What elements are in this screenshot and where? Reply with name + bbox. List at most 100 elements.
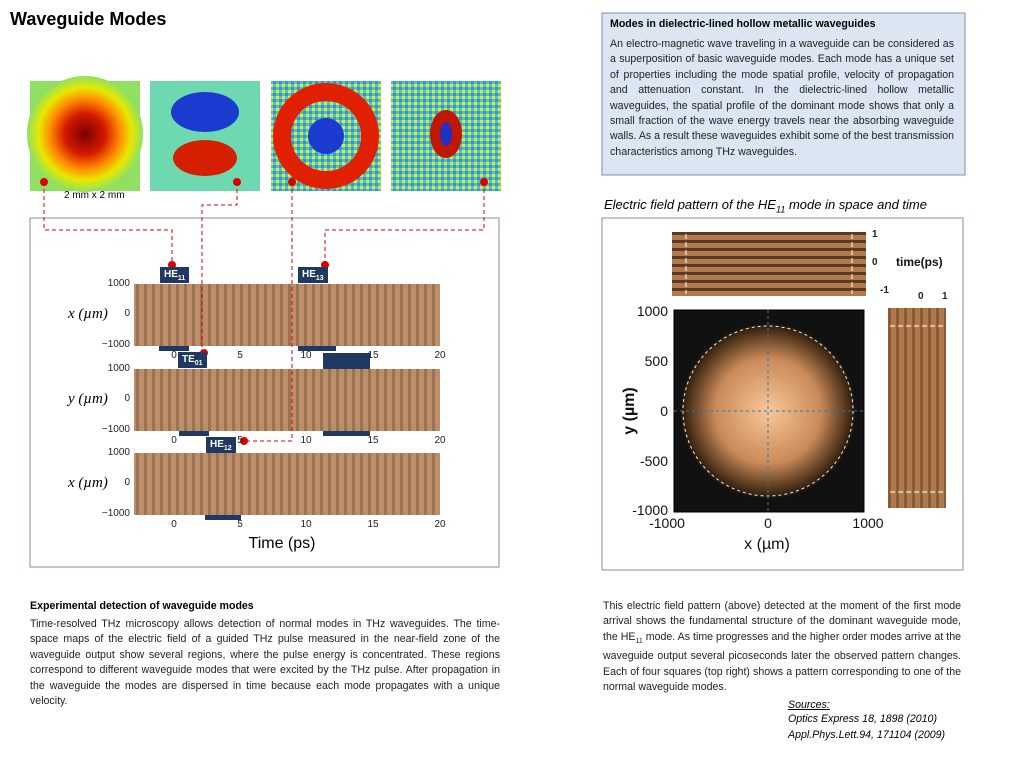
x-tick-label: 20 [434,350,446,361]
connector [43,182,173,265]
mode-bar [179,431,209,436]
time-space-map [134,284,440,346]
x-tick-label: 5 [237,435,243,446]
x-tick-label: 1000 [852,515,884,531]
time-space-map [134,453,440,515]
y-tick-label: 0 [660,403,668,419]
time-space-map [134,369,440,431]
text-part: mode. As time progresses and the higher … [603,630,962,694]
mode-base: HE [210,439,224,450]
y-tick-label: 500 [644,353,668,369]
time-tick-label: -1 [880,285,889,296]
mode-label: HE11 [160,267,190,283]
info-heading: Modes in dielectric-lined hollow metalli… [610,18,876,30]
y-tick-label: −1000 [101,508,130,519]
mode-base: TE [182,354,195,365]
x-tick-label: 0 [171,519,177,530]
y-tick-label: -500 [639,453,668,469]
source: Appl.Phys.Lett.94, 171104 (2009) [788,729,946,741]
mode-base: HE [164,269,178,280]
mode-bar [323,353,370,369]
scale-label: 2 mm x 2 mm [64,190,125,201]
y-tick-label: -1000 [632,502,668,518]
x-tick-label: 5 [237,519,243,530]
time-label: time(ps) [896,255,943,269]
x-tick-label: 0 [171,350,177,361]
dot [40,178,48,186]
sources-heading: Sources: [788,699,830,711]
text-part: This electric field pattern (above) dete… [603,600,961,643]
info-box [601,12,966,176]
x-tick-label: 10 [300,519,312,530]
caption-part: mode in space and time [785,197,927,212]
y-tick-label: 0 [124,308,130,319]
x-axis-label: x (µm) [744,536,790,553]
axis-label: x (µm) [68,475,108,491]
mode-sub: 13 [315,275,324,282]
y-tick-label: 0 [124,477,130,488]
mode-bar [159,346,189,351]
x-tick-label: 0 [764,515,772,531]
x-tick-label: 20 [434,519,446,530]
y-tick-label: −1000 [101,339,130,350]
x-tick-label: 10 [300,435,312,446]
axis-label: y (µm) [68,391,108,407]
time-strip [888,308,946,508]
mode-label: TE01 [178,352,207,368]
x-tick-label: 0 [171,435,177,446]
mode-sub: 11 [177,275,186,282]
x-tick-label: 20 [434,435,446,446]
mode-base: HE [302,269,316,280]
mode-label: HE13 [298,267,328,283]
y-tick-label: 1000 [107,363,130,374]
connector [324,182,485,265]
info-body: An electro-magnetic wave traveling in a … [610,38,954,158]
field-spot [680,323,856,499]
mode-sub: 01 [194,360,203,367]
axis-label: x (µm) [68,306,108,322]
mode-image-ring [273,83,379,189]
connectors [43,182,485,442]
source: Optics Express 18, 1898 (2010) [788,713,937,725]
time-tick-label: 1 [872,229,878,240]
mode-bar [298,346,336,351]
right-body: This electric field pattern (above) dete… [603,599,961,696]
time-tick-label: 1 [942,291,948,302]
caption-sub: 11 [775,204,786,215]
x-tick-label: 15 [367,350,379,361]
left-heading: Experimental detection of waveguide mode… [30,600,254,612]
time-strip [672,232,866,296]
caption-part: Electric field pattern of the HE [604,197,776,212]
y-tick-label: 0 [124,393,130,404]
time-tick-label: 0 [872,257,878,268]
dot [233,178,241,186]
mode-image-lobe [171,92,239,132]
y-tick-label: 1000 [636,303,668,319]
y-tick-label: −1000 [101,424,130,435]
text-sub: 11 [635,637,643,645]
x-tick-label: 15 [367,519,379,530]
mode-image-lobe [173,140,237,176]
connector [244,182,293,442]
y-axis-label: y (µm) [621,387,638,435]
x-tick-label: 5 [237,350,243,361]
title: Waveguide Modes [10,9,167,29]
time-tick-label: 0 [918,291,924,302]
mode-label: HE12 [206,437,236,453]
x-tick-label: -1000 [649,515,685,531]
mode-sub: 12 [223,445,232,452]
mode-image-core [440,122,452,146]
dot [480,178,488,186]
y-tick-label: 1000 [107,447,130,458]
mode-bars [159,346,370,520]
dot [240,437,248,445]
mode-image-core [308,118,344,154]
x-axis-label: Time (ps) [248,535,316,552]
x-tick-label: 10 [300,350,312,361]
dot [288,178,296,186]
left-body: Time-resolved THz microscopy allows dete… [30,618,500,708]
mode-bar [205,515,241,520]
